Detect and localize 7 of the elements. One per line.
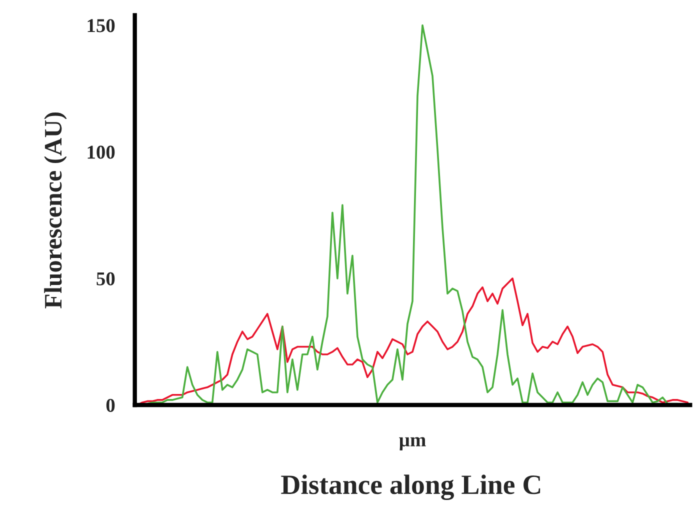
y-axis-title: Fluorescence (AU) xyxy=(44,112,67,308)
y-tick-label: 100 xyxy=(88,146,115,159)
x-axis-title: µm xyxy=(399,437,426,450)
y-tick-label: 150 xyxy=(88,19,115,32)
text: Distance along Line C xyxy=(281,474,540,500)
y-tick-label: 50 xyxy=(96,272,115,286)
y-tick-label: 0 xyxy=(106,398,115,412)
